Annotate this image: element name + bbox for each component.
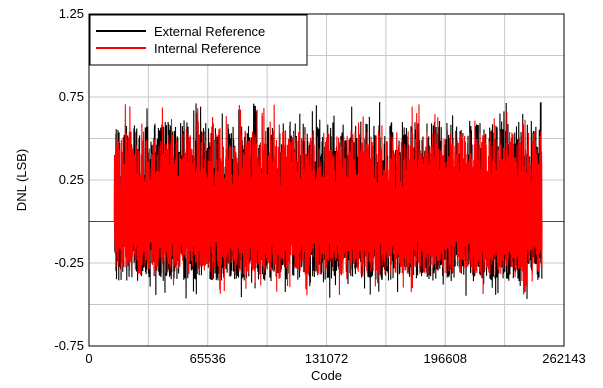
legend-box xyxy=(89,14,308,66)
x-tick-label: 196608 xyxy=(424,351,467,366)
x-axis-label: Code xyxy=(311,368,342,383)
y-tick-label: -0.25 xyxy=(54,255,84,270)
y-axis-label: DNL (LSB) xyxy=(14,149,29,211)
y-tick-label: 0.25 xyxy=(59,172,84,187)
plot-frame xyxy=(88,13,565,347)
series-internal-reference xyxy=(89,104,564,296)
legend: External Reference Internal Reference xyxy=(89,14,308,66)
x-tick-label: 0 xyxy=(85,351,92,366)
x-tick-label: 131072 xyxy=(305,351,348,366)
y-tick-label: -0.75 xyxy=(54,338,84,353)
x-tick-label: 65536 xyxy=(190,351,226,366)
tick-labels: 0 65536 131072 196608 262143 -0.75 -0.25 0.25 0.… xyxy=(54,6,585,366)
series-layer xyxy=(89,101,564,300)
legend-label-internal-reference: Internal Reference xyxy=(154,41,261,56)
y-tick-label: 0.75 xyxy=(59,89,84,104)
x-tick-label: 262143 xyxy=(542,351,585,366)
y-tick-label: 1.25 xyxy=(59,6,84,21)
legend-label-external-reference: External Reference xyxy=(154,24,265,39)
